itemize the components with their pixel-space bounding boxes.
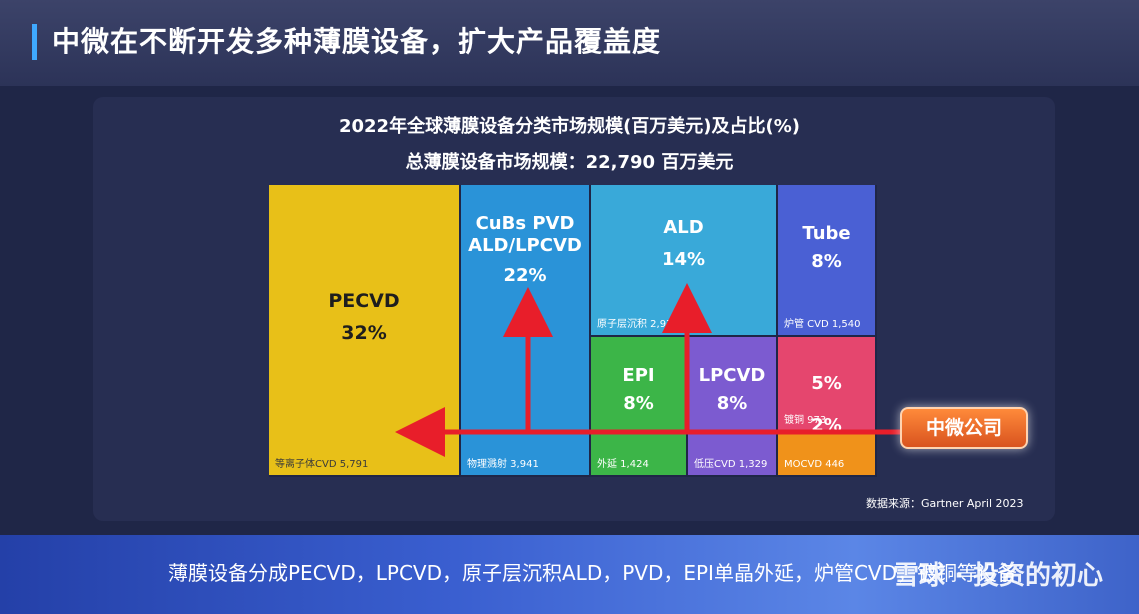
cell-name: ALD xyxy=(663,217,704,238)
treemap-cell: 5% 镀铜 973 xyxy=(778,337,877,433)
chart-title: 2022年全球薄膜设备分类市场规模(百万美元)及占比(%) xyxy=(338,116,801,137)
cell-value-label: 外延 1,424 xyxy=(597,459,649,470)
cell-percent: 8% xyxy=(623,393,654,414)
cell-value-label: MOCVD 446 xyxy=(784,459,845,470)
footer-caption: 薄膜设备分成PECVD，LPCVD，原子层沉积ALD，PVD，EPI单晶外延，炉… xyxy=(168,561,1018,585)
footer-bar: 薄膜设备分成PECVD，LPCVD，原子层沉积ALD，PVD，EPI单晶外延，炉… xyxy=(0,535,1139,614)
cell-percent: 22% xyxy=(503,265,547,286)
treemap-cell: EPI 8% 外延 1,424 xyxy=(591,337,688,477)
cell-name: EPI xyxy=(622,365,655,386)
cell-value-label: 镀铜 973 xyxy=(784,415,827,426)
treemap-cell: Tube 8% 炉管 CVD 1,540 xyxy=(778,185,877,337)
cell-name: LPCVD xyxy=(698,365,766,386)
cell-value-label: 原子层沉积 2,97 xyxy=(597,319,673,330)
cell-percent: 8% xyxy=(716,393,748,414)
header-bar: 中微在不断开发多种薄膜设备，扩大产品覆盖度 xyxy=(0,0,1139,86)
cell-percent: 8% xyxy=(811,251,842,272)
page-title: 中微在不断开发多种薄膜设备，扩大产品覆盖度 xyxy=(52,25,662,58)
cell-name: PECVD xyxy=(328,290,400,312)
cell-value-label: 低压CVD 1,329 xyxy=(694,459,768,470)
header-accent xyxy=(32,24,37,60)
cell-value-label: 等离子体CVD 5,791 xyxy=(275,459,369,470)
cell-name: CuBs PVD ALD/LPCVD xyxy=(468,213,582,256)
cell-value-label: 物理溅射 3,941 xyxy=(467,459,539,470)
data-source: 数据来源：Gartner April 2023 xyxy=(866,497,1024,510)
chart-subtitle: 总薄膜设备市场规模：22,790 百万美元 xyxy=(405,152,734,173)
treemap-cell: 2% MOCVD 446 xyxy=(778,415,877,477)
cell-percent: 5% xyxy=(811,373,842,394)
cell-percent: 14% xyxy=(661,249,706,270)
cell-value-label: 炉管 CVD 1,540 xyxy=(784,319,861,330)
cell-name: Tube xyxy=(802,223,851,244)
cell-percent: 32% xyxy=(341,322,387,344)
company-tag: 中微公司 xyxy=(900,407,1028,449)
watermark-text: 雪球 · 投资的初心 xyxy=(893,561,1103,591)
treemap-cell: LPCVD 8% 低压CVD 1,329 xyxy=(688,337,778,477)
